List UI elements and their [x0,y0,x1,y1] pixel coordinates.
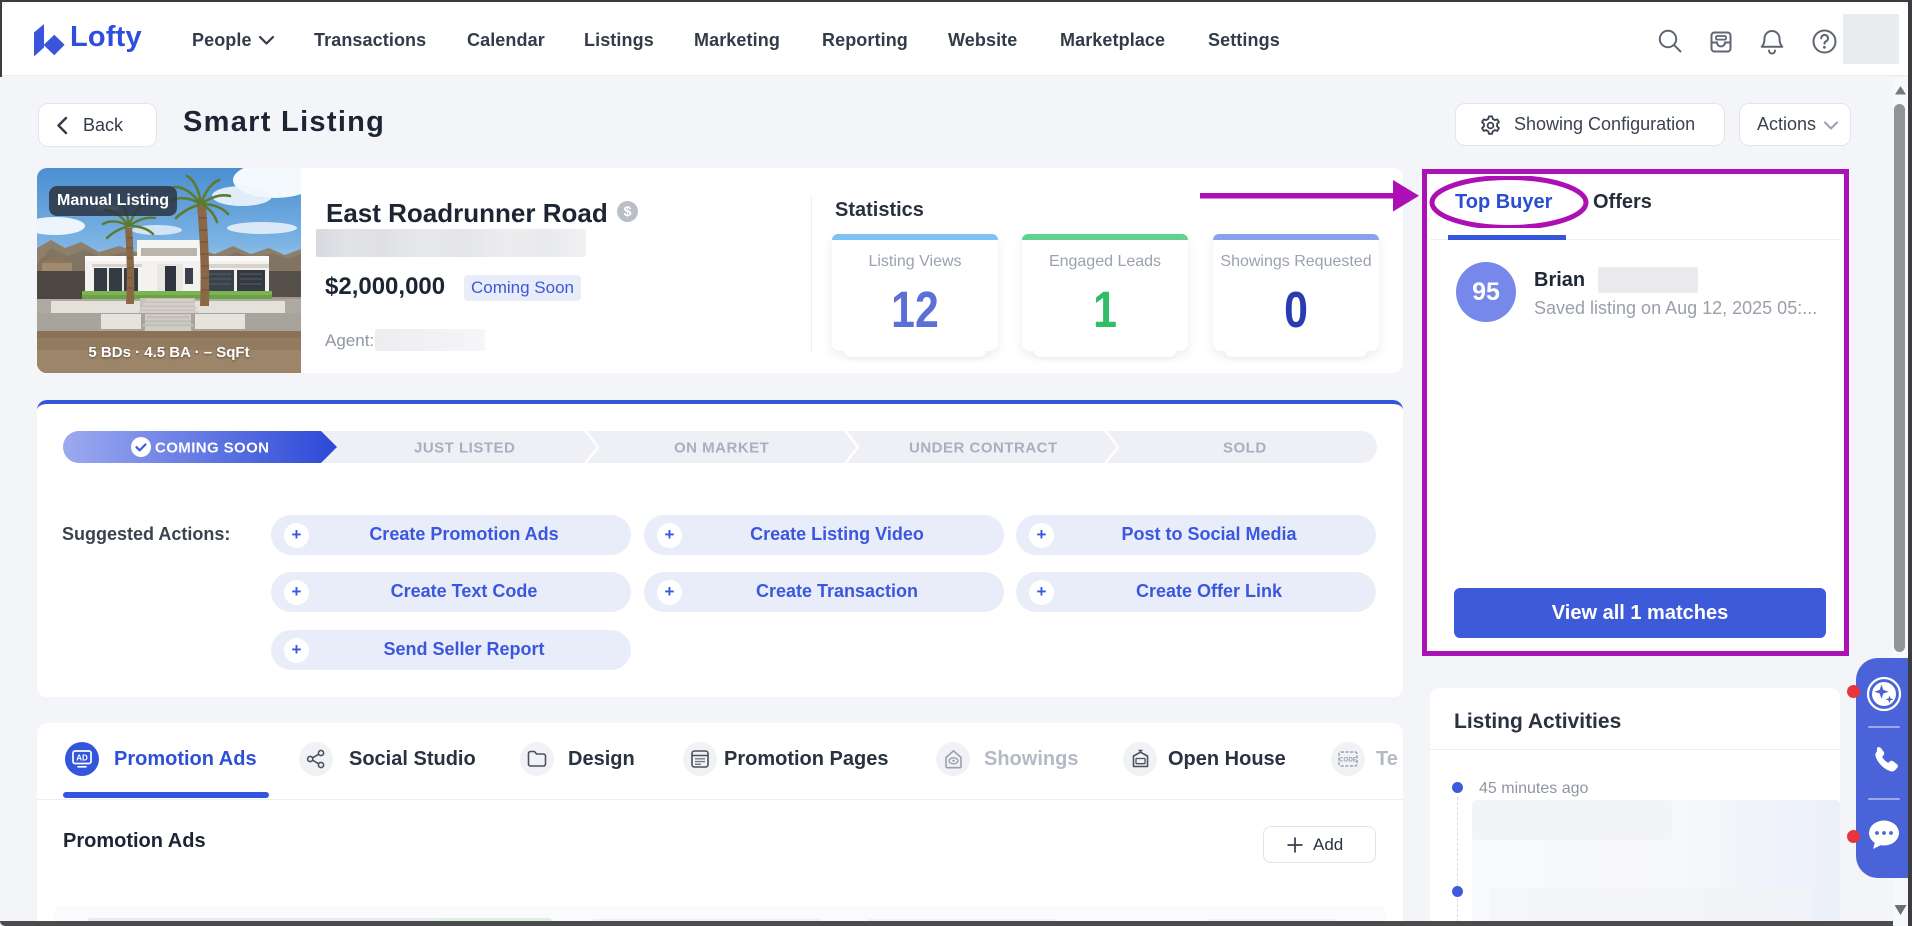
svg-text:AD: AD [76,754,88,763]
svg-text:CODE: CODE [1339,757,1357,764]
svg-text:COMING SOON: COMING SOON [155,440,269,457]
svg-text:ON MARKET: ON MARKET [674,440,769,457]
svg-text:JUST LISTED: JUST LISTED [414,440,515,457]
svg-text:SOLD: SOLD [1223,440,1267,457]
svg-text:UNDER CONTRACT: UNDER CONTRACT [909,440,1058,457]
